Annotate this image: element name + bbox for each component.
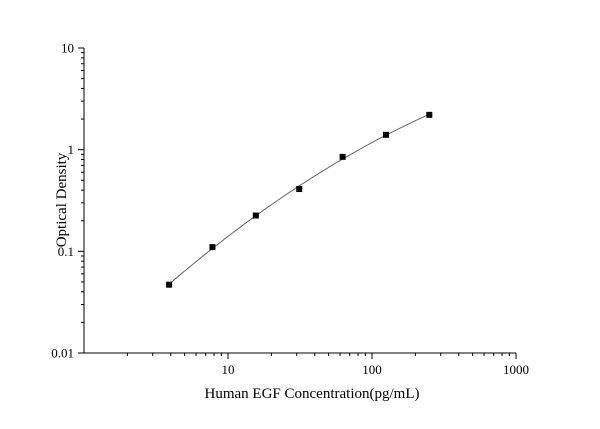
x-tick-label: 100 [362,362,382,377]
y-tick-label: 1 [68,142,75,157]
x-tick-label: 10 [222,362,235,377]
data-points-layer [166,111,433,288]
y-tick-label: 10 [61,41,74,56]
data-point [252,212,259,219]
y-tick-label: 0.1 [58,244,74,259]
x-axis-title: Human EGF Concentration(pg/mL) [205,386,420,402]
axes-layer [78,47,517,359]
data-point [209,244,216,251]
fit-curve-layer [168,113,430,285]
data-point [296,186,303,193]
fit-curve [168,113,430,285]
data-point [426,111,433,118]
tick-labels-layer: 10 100 1000 0.01 0.1 1 10 [51,41,529,378]
x-tick-label: 1000 [503,362,529,377]
y-tick-label: 0.01 [51,346,74,361]
y-axis-title: Optical Density [54,152,70,247]
data-point [382,131,389,138]
data-point [166,281,173,288]
data-point [339,153,346,160]
